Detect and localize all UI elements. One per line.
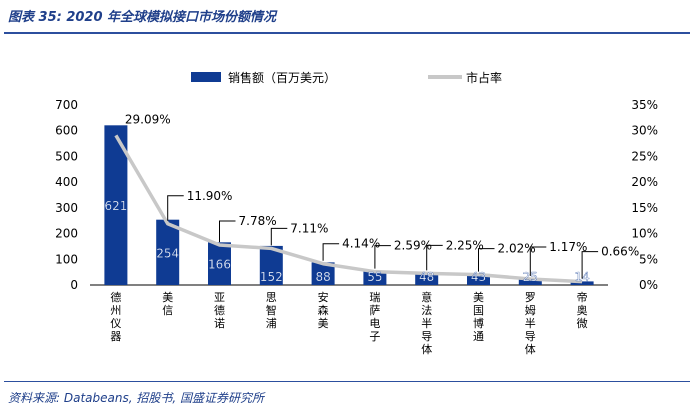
share-line-path	[114, 134, 583, 284]
category-label: 亚德诺	[214, 291, 225, 330]
legend-bar-swatch	[191, 72, 221, 82]
leader-line	[270, 227, 288, 246]
share-value-label: 2.25%	[446, 238, 484, 252]
bar	[156, 219, 180, 285]
category-label: 罗姆半导体	[525, 291, 536, 356]
leader-line	[426, 244, 443, 271]
bar	[259, 245, 283, 285]
bars	[104, 125, 594, 285]
bar-value-label: 152	[260, 270, 283, 284]
share-value-label: 2.02%	[498, 242, 536, 256]
bar-value-label: 88	[315, 270, 330, 284]
bottom-rule	[4, 381, 690, 382]
leader-line	[478, 248, 495, 272]
bar	[208, 242, 231, 285]
category-label: 帝奥微	[577, 290, 588, 330]
top-rule	[4, 32, 690, 34]
legend-line-label: 市占率	[466, 70, 502, 85]
right-tick-label: 25%	[631, 149, 658, 163]
share-value-label: 7.78%	[239, 214, 277, 228]
right-tick-label: 35%	[631, 98, 658, 112]
chart-caption: 图表 35: 2020 年全球模拟接口市场份额情况	[8, 10, 277, 25]
left-tick-label: 200	[55, 227, 78, 241]
bar-value-label: 25	[523, 270, 538, 284]
leader-line	[167, 195, 184, 221]
category-label: 安森美	[318, 290, 329, 330]
left-tick-label: 600	[55, 124, 78, 138]
axes: 0 100 200 300 400 500 600 700 0% 5% 10% 15% 20% 25% 30…	[55, 98, 658, 356]
category-label: 思智浦	[266, 291, 277, 330]
bar-value-label: 621	[104, 199, 127, 213]
left-tick-label: 500	[55, 149, 78, 163]
share-value-label: 4.14%	[342, 237, 380, 251]
share-value-label: 0.66%	[601, 245, 639, 259]
leader-line	[219, 220, 236, 242]
bar	[467, 273, 490, 285]
right-tick-label: 10%	[631, 227, 658, 241]
category-label: 意法半导体	[421, 290, 432, 356]
leader-line	[529, 246, 547, 276]
bar	[104, 125, 128, 285]
share-value-label: 7.11%	[290, 221, 328, 235]
share-line	[114, 134, 583, 284]
left-tick-label: 0	[70, 278, 78, 292]
category-label: 德州仪器	[110, 290, 121, 343]
category-label: 瑞萨电子	[369, 290, 380, 343]
share-value-label: 1.17%	[549, 240, 587, 254]
share-value-label: 29.09%	[125, 112, 171, 126]
bar-value-label: 48	[419, 270, 434, 284]
bar	[570, 281, 594, 285]
leader-line	[581, 251, 599, 279]
share-value-label: 11.90%	[187, 189, 233, 203]
category-label: 美国博通	[473, 291, 484, 343]
right-tick-label: 15%	[631, 201, 658, 215]
bar	[363, 270, 387, 285]
bar-value-label: 254	[156, 246, 179, 260]
left-tick-label: 100	[55, 252, 78, 266]
bar	[518, 278, 542, 285]
bar-value-label: 43	[471, 270, 486, 284]
leader-line	[374, 245, 391, 269]
leader-line	[322, 243, 340, 261]
bar-value-label: 166	[208, 258, 231, 272]
right-tick-label: 5%	[639, 252, 658, 266]
right-tick-label: 20%	[631, 175, 658, 189]
legend: 销售额（百万美元） 市占率	[191, 70, 502, 85]
bar	[311, 262, 335, 285]
legend-bar-label: 销售额（百万美元）	[228, 70, 336, 85]
left-tick-label: 700	[55, 98, 78, 112]
right-tick-label: 30%	[631, 124, 658, 138]
share-value-label: 2.59%	[394, 239, 432, 253]
category-label: 美信	[162, 291, 173, 317]
left-tick-label: 300	[55, 201, 78, 215]
bar	[415, 272, 439, 285]
left-tick-label: 400	[55, 175, 78, 189]
source-note: 资料来源: Databeans, 招股书, 国盛证券研究所	[8, 391, 264, 405]
bar-value-label: 55	[367, 270, 382, 284]
right-tick-label: 0%	[639, 278, 658, 292]
